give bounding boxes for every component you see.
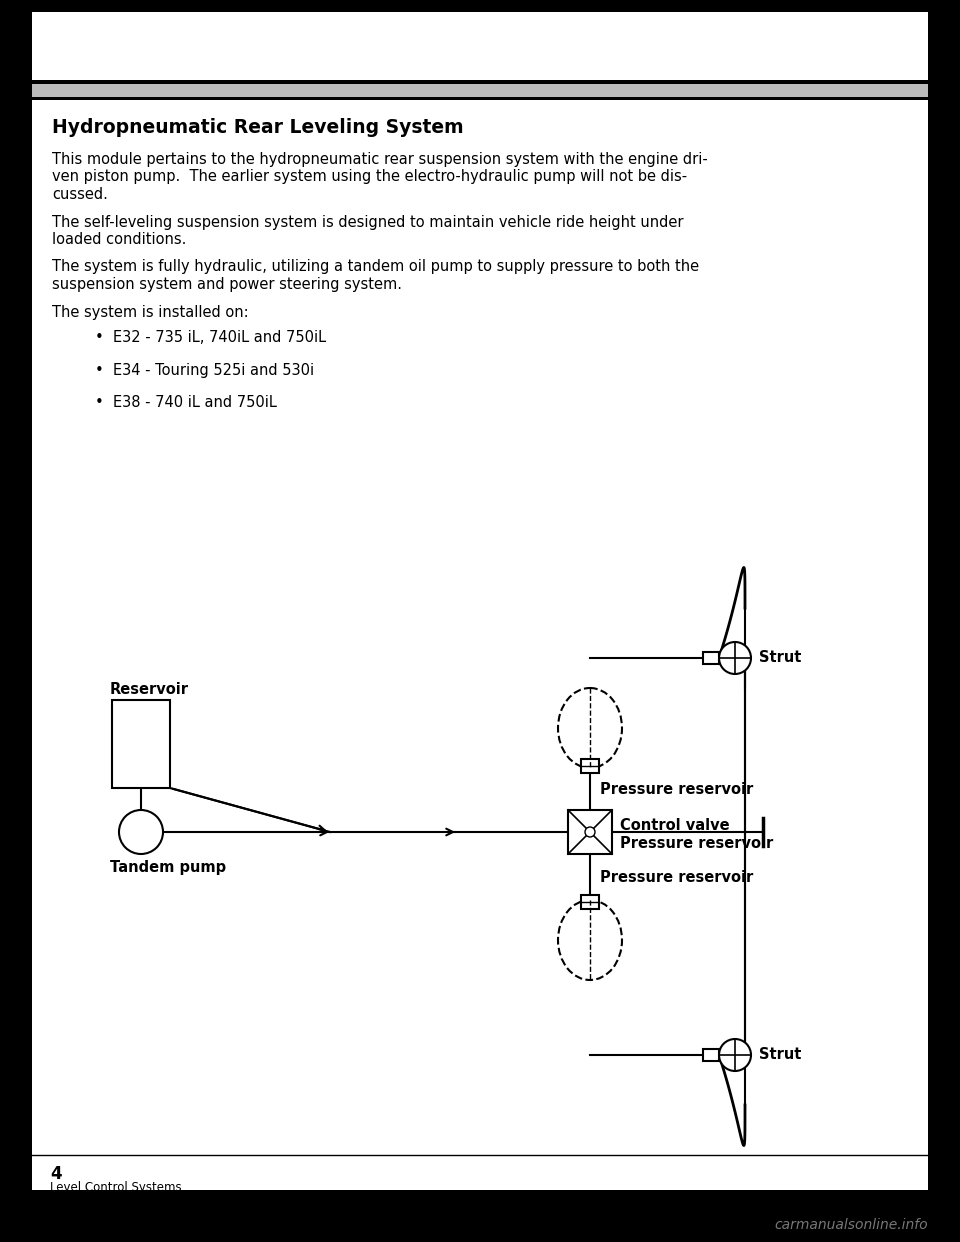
Text: carmanualsonline.info: carmanualsonline.info bbox=[775, 1218, 928, 1232]
Bar bbox=[0, 0, 960, 130]
Text: This module pertains to the hydropneumatic rear suspension system with the engin: This module pertains to the hydropneumat… bbox=[52, 152, 708, 166]
Bar bbox=[32, 84, 928, 97]
Text: Hydropneumatic Rear Leveling System: Hydropneumatic Rear Leveling System bbox=[52, 118, 464, 137]
Bar bbox=[112, 700, 170, 787]
Text: Reservoir: Reservoir bbox=[110, 682, 189, 697]
Text: loaded conditions.: loaded conditions. bbox=[52, 232, 186, 247]
Text: suspension system and power steering system.: suspension system and power steering sys… bbox=[52, 277, 402, 292]
Circle shape bbox=[719, 642, 751, 674]
Text: Pressure reservoir: Pressure reservoir bbox=[620, 836, 773, 851]
Ellipse shape bbox=[558, 900, 622, 980]
Text: The system is fully hydraulic, utilizing a tandem oil pump to supply pressure to: The system is fully hydraulic, utilizing… bbox=[52, 260, 699, 274]
Text: Strut: Strut bbox=[759, 1047, 802, 1062]
Bar bbox=[32, 12, 928, 79]
Bar bbox=[581, 759, 599, 773]
Circle shape bbox=[585, 827, 595, 837]
Bar bbox=[581, 895, 599, 909]
Circle shape bbox=[719, 1040, 751, 1071]
Text: Strut: Strut bbox=[759, 650, 802, 664]
Text: ven piston pump.  The earlier system using the electro-hydraulic pump will not b: ven piston pump. The earlier system usin… bbox=[52, 169, 687, 185]
Bar bbox=[0, 1195, 960, 1242]
Text: Control valve: Control valve bbox=[620, 818, 730, 833]
Text: •  E38 - 740 iL and 750iL: • E38 - 740 iL and 750iL bbox=[95, 395, 276, 410]
Bar bbox=[568, 810, 612, 854]
Text: Pressure reservoir: Pressure reservoir bbox=[600, 869, 754, 886]
Bar bbox=[32, 101, 928, 1190]
Circle shape bbox=[119, 810, 163, 854]
Text: •  E34 - Touring 525i and 530i: • E34 - Touring 525i and 530i bbox=[95, 363, 314, 378]
Text: 4: 4 bbox=[50, 1165, 61, 1182]
Text: Level Control Systems: Level Control Systems bbox=[50, 1181, 181, 1194]
Ellipse shape bbox=[558, 688, 622, 768]
Text: The self-leveling suspension system is designed to maintain vehicle ride height : The self-leveling suspension system is d… bbox=[52, 215, 684, 230]
Text: Tandem pump: Tandem pump bbox=[110, 859, 227, 876]
Text: •  E32 - 735 iL, 740iL and 750iL: • E32 - 735 iL, 740iL and 750iL bbox=[95, 330, 326, 345]
Text: cussed.: cussed. bbox=[52, 188, 108, 202]
Text: Pressure reservoir: Pressure reservoir bbox=[600, 782, 754, 797]
Bar bbox=[703, 652, 719, 664]
Bar bbox=[703, 1049, 719, 1061]
Text: The system is installed on:: The system is installed on: bbox=[52, 304, 249, 319]
